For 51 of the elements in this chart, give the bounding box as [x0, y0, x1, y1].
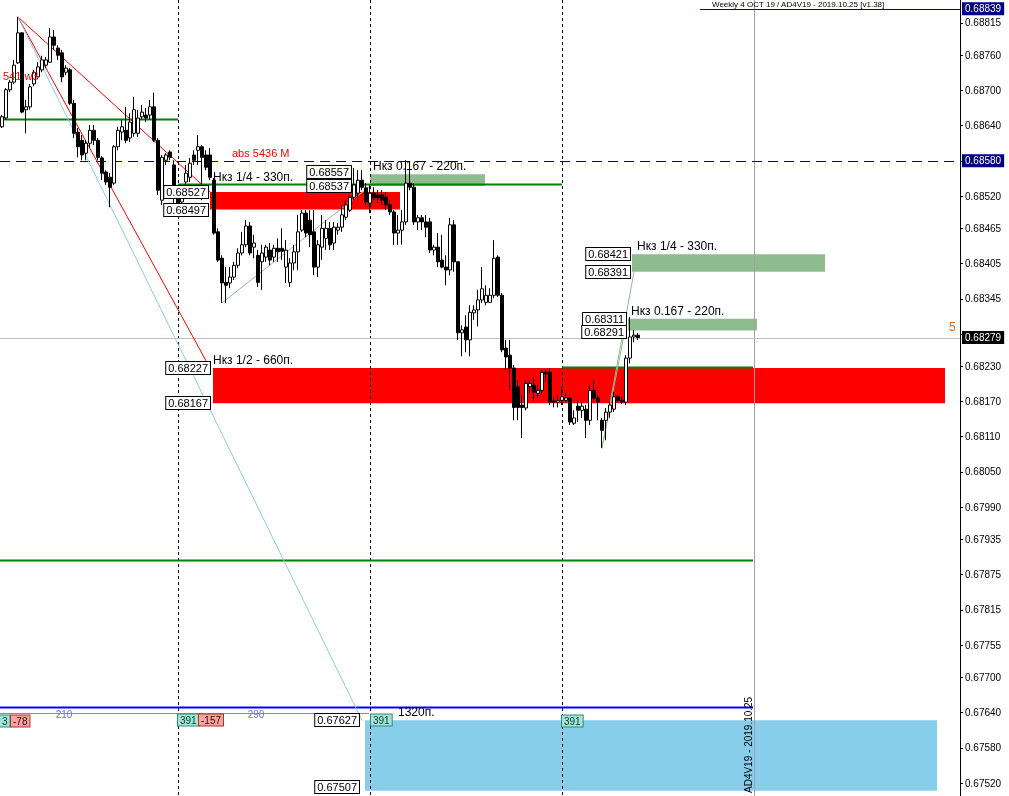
y-tick-label: 0.68345	[965, 293, 1002, 305]
annotation: 0.67507	[317, 781, 357, 793]
y-tick-label: 0.67875	[965, 569, 1002, 581]
annotation: 0.68497	[166, 204, 206, 216]
annotation: 0.68291	[584, 326, 624, 338]
band-label: Нкз 1/4 - 330п.	[637, 239, 718, 254]
y-tick-label: 0.68170	[965, 396, 1002, 408]
annotation: 0.68227	[168, 362, 208, 374]
y-tick-label: 0.67990	[965, 501, 1002, 513]
y-tick-label: 0.68405	[965, 258, 1002, 270]
y-tick-label: 0.68110	[965, 431, 1001, 443]
annotation: 0.68557	[309, 166, 349, 178]
annotation: 5	[949, 320, 956, 334]
y-tick-label: 0.67700	[965, 671, 1002, 683]
y-tick-label: 0.67520	[965, 777, 1002, 789]
ref-line-label: 0.68279	[965, 332, 1002, 344]
annotation: 0.68421	[588, 248, 628, 260]
y-tick-label: 0.68050	[965, 466, 1002, 478]
annotation: 0.68537	[309, 180, 349, 192]
annotation: -157	[201, 714, 222, 726]
annotation: 0.68167	[168, 397, 208, 409]
annotation: 391	[564, 715, 582, 727]
y-tick-label: 0.68520	[965, 190, 1002, 202]
annotation: 0.68311	[585, 313, 624, 325]
y-tick-label: 0.67640	[965, 707, 1002, 719]
y-tick-label: 0.67755	[965, 639, 1002, 651]
annotation: 391	[180, 714, 198, 726]
annotation: 3	[2, 715, 8, 727]
annotation: abs 5436 M	[232, 147, 290, 159]
ref-line-label: 0.68580	[965, 155, 1002, 167]
y-tick-label: 0.67935	[965, 533, 1002, 545]
y-tick-label: 0.67815	[965, 604, 1002, 616]
y-tick-label: 0.68230	[965, 360, 1002, 372]
ref-line-label: 0.68839	[965, 3, 1002, 15]
y-tick-label: 0.68700	[965, 84, 1002, 96]
y-tick-label: 0.67580	[965, 742, 1002, 754]
annotation: 0.68527	[166, 186, 206, 198]
annotation: -78	[13, 715, 28, 727]
y-tick-label: 0.68760	[965, 49, 1002, 61]
y-tick-label: 0.68465	[965, 222, 1002, 234]
annotation: 0.68391	[588, 266, 628, 278]
band-label: 1320п.	[398, 705, 435, 720]
annotation: 0.67627	[317, 714, 357, 726]
band-label: Нкз 1/2 - 660п.	[213, 353, 294, 368]
y-tick-label: 0.68815	[965, 17, 1002, 29]
annotation: 391	[373, 714, 391, 726]
annotation: Weekly 4 OCT 19 / AD4V19 - 2019.10.25 [v1.38]	[712, 0, 885, 9]
annotation: AD4V19 - 2019.10.25	[742, 696, 754, 793]
band-label: Нкз 0.167 - 220п.	[631, 303, 725, 318]
y-tick-label: 0.68640	[965, 120, 1002, 132]
band-label: Нкз 1/4 - 330п.	[213, 169, 294, 184]
